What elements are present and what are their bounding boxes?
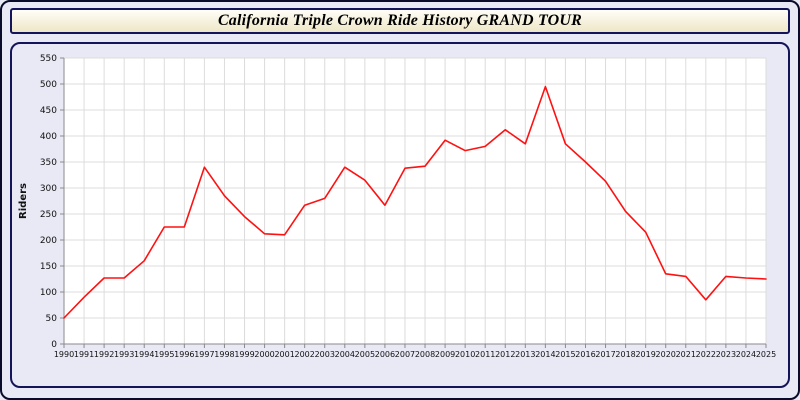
svg-text:50: 50: [46, 314, 58, 324]
svg-text:1999: 1999: [234, 350, 254, 359]
svg-text:1992: 1992: [94, 350, 114, 359]
svg-text:1990: 1990: [54, 350, 74, 359]
svg-text:2024: 2024: [736, 350, 756, 359]
svg-text:100: 100: [40, 288, 57, 298]
svg-text:2004: 2004: [335, 350, 355, 359]
svg-text:2019: 2019: [635, 350, 655, 359]
svg-text:2023: 2023: [716, 350, 736, 359]
svg-text:250: 250: [40, 210, 57, 220]
svg-text:2012: 2012: [495, 350, 515, 359]
svg-text:2005: 2005: [355, 350, 375, 359]
svg-text:1996: 1996: [174, 350, 194, 359]
svg-text:2003: 2003: [315, 350, 335, 359]
title-bar: California Triple Crown Ride History GRA…: [10, 8, 790, 34]
svg-text:2007: 2007: [395, 350, 415, 359]
svg-text:2017: 2017: [595, 350, 615, 359]
svg-text:200: 200: [40, 236, 57, 246]
svg-text:2008: 2008: [415, 350, 435, 359]
plot-area: [64, 58, 766, 344]
svg-text:1998: 1998: [214, 350, 234, 359]
svg-text:2006: 2006: [375, 350, 395, 359]
svg-text:2020: 2020: [656, 350, 676, 359]
y-axis-title: Riders: [18, 183, 29, 219]
svg-text:2001: 2001: [274, 350, 294, 359]
svg-text:2013: 2013: [515, 350, 535, 359]
gridlines: [60, 57, 767, 348]
svg-text:1993: 1993: [114, 350, 134, 359]
svg-text:350: 350: [40, 158, 57, 168]
svg-text:2018: 2018: [615, 350, 635, 359]
svg-text:2021: 2021: [676, 350, 696, 359]
svg-text:1994: 1994: [134, 350, 154, 359]
svg-text:2009: 2009: [435, 350, 455, 359]
svg-text:2025: 2025: [756, 350, 776, 359]
svg-text:450: 450: [40, 106, 57, 116]
svg-text:2015: 2015: [555, 350, 575, 359]
y-axis-labels: 0 50 100 150 200 250 300 350 400 450 500 550: [40, 54, 57, 350]
svg-text:300: 300: [40, 184, 57, 194]
svg-text:2010: 2010: [455, 350, 475, 359]
svg-text:0: 0: [51, 340, 57, 350]
svg-text:150: 150: [40, 262, 57, 272]
svg-text:2002: 2002: [295, 350, 315, 359]
svg-text:400: 400: [40, 132, 57, 142]
svg-text:2022: 2022: [696, 350, 716, 359]
chart-panel: 1990 1991 1992 1993 1994 1995 1996 1997 1998 1999…: [10, 42, 790, 388]
svg-text:1995: 1995: [154, 350, 174, 359]
svg-text:1997: 1997: [194, 350, 214, 359]
svg-text:2016: 2016: [575, 350, 595, 359]
riders-line-chart: 1990 1991 1992 1993 1994 1995 1996 1997 1998 1999…: [18, 54, 776, 359]
svg-text:500: 500: [40, 80, 57, 90]
svg-text:1991: 1991: [74, 350, 94, 359]
svg-text:2000: 2000: [254, 350, 274, 359]
svg-text:2014: 2014: [535, 350, 555, 359]
svg-text:2011: 2011: [475, 350, 495, 359]
svg-text:550: 550: [40, 54, 57, 64]
riders-line-series: [63, 85, 767, 319]
x-axis-labels: 1990 1991 1992 1993 1994 1995 1996 1997 1998 1999…: [54, 350, 776, 359]
page-title: California Triple Crown Ride History GRA…: [217, 12, 583, 29]
